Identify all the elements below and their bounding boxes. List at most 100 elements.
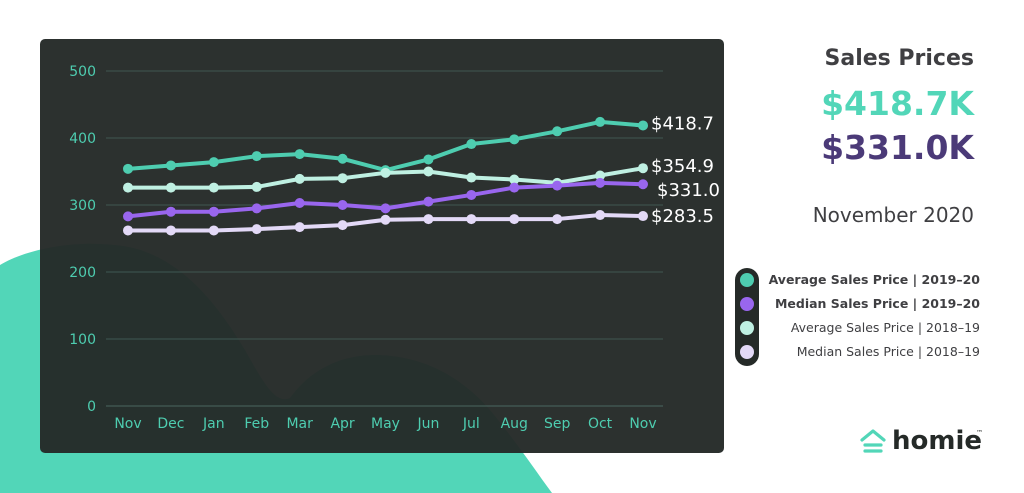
data-point — [165, 182, 176, 193]
x-tick-label: Jan — [202, 416, 225, 432]
average-price-value: $418.7K — [821, 84, 974, 123]
data-point — [337, 173, 348, 184]
y-tick-label: 100 — [69, 332, 96, 348]
end-labels: $418.7 $354.9 $331.0 $283.5 — [651, 113, 720, 227]
legend-label: Median Sales Price | 2019–20 — [774, 296, 980, 311]
data-point — [337, 220, 348, 231]
chart-panel — [40, 39, 724, 453]
data-point — [123, 163, 133, 174]
y-tick-label: 400 — [69, 131, 96, 147]
series-2 — [123, 177, 648, 222]
y-axis-ticks: 0 100 200 300 400 500 — [69, 64, 96, 415]
data-point — [165, 225, 176, 236]
data-point — [380, 214, 391, 225]
x-tick-label: Oct — [588, 416, 613, 432]
series-3 — [123, 210, 648, 236]
house-icon — [860, 429, 886, 453]
data-point — [552, 214, 563, 225]
series-end-label: $354.9 — [651, 156, 714, 177]
data-point — [380, 167, 391, 178]
x-tick-label: Aug — [501, 416, 528, 432]
series-end-label: $283.5 — [651, 206, 714, 227]
x-tick-label: Sep — [544, 416, 571, 432]
legend-item-median-2018-19: Median Sales Price | 2018–19 — [735, 340, 980, 364]
data-point — [466, 172, 477, 183]
data-point — [165, 160, 176, 171]
data-point — [423, 166, 434, 177]
data-point — [251, 224, 262, 235]
data-point — [294, 222, 305, 233]
data-point — [294, 173, 305, 184]
data-point — [380, 203, 391, 214]
series-lines — [123, 116, 648, 236]
data-point — [123, 182, 133, 193]
summary-panel: Sales Prices $418.7K $331.0K November 20… — [730, 0, 1024, 493]
data-point — [509, 214, 520, 225]
data-point — [595, 116, 606, 127]
legend-item-median-2019-20: Median Sales Price | 2019–20 — [735, 292, 980, 316]
gridlines — [106, 70, 663, 407]
data-point — [337, 200, 348, 210]
data-point — [466, 214, 477, 225]
data-point — [638, 179, 648, 190]
trademark: ™ — [976, 429, 983, 437]
x-tick-label: Nov — [629, 416, 656, 432]
chart-title: Sales Prices — [824, 46, 974, 71]
legend-dot — [740, 297, 754, 311]
x-tick-label: Feb — [244, 416, 269, 432]
x-tick-label: Jun — [416, 416, 439, 432]
data-point — [552, 180, 563, 191]
data-point — [165, 206, 176, 217]
data-point — [423, 196, 434, 207]
series-end-label: $331.0 — [657, 180, 720, 201]
data-point — [208, 206, 219, 217]
data-point — [251, 181, 262, 192]
data-point — [466, 189, 477, 200]
data-point — [208, 182, 219, 193]
x-tick-label: Mar — [286, 416, 313, 432]
legend-label: Average Sales Price | 2019–20 — [768, 272, 980, 287]
series-line — [126, 119, 645, 173]
x-axis-ticks: Nov Dec Jan Feb Mar Apr May Jun Jul Aug Sep Oct Nov — [114, 416, 656, 432]
data-point — [638, 211, 648, 222]
data-point — [509, 174, 520, 185]
x-tick-label: May — [371, 416, 400, 432]
data-point — [337, 153, 348, 164]
data-point — [294, 197, 305, 208]
homie-logo: homie ™ — [860, 424, 990, 464]
data-point — [208, 157, 219, 168]
y-tick-label: 200 — [69, 265, 96, 281]
x-tick-label: Nov — [114, 416, 141, 432]
legend-dot — [740, 273, 754, 287]
x-tick-label: Apr — [330, 416, 354, 432]
legend-dot — [740, 345, 754, 359]
legend-item-avg-2018-19: Average Sales Price | 2018–19 — [735, 316, 980, 340]
legend-label: Average Sales Price | 2018–19 — [790, 320, 980, 335]
data-point — [251, 203, 262, 214]
data-point — [251, 151, 262, 162]
y-tick-label: 500 — [69, 64, 96, 80]
data-point — [294, 149, 305, 160]
series-end-label: $418.7 — [651, 113, 714, 134]
data-point — [423, 214, 434, 225]
legend-label: Median Sales Price | 2018–19 — [796, 344, 980, 359]
data-point — [208, 225, 219, 236]
series-0 — [123, 116, 648, 176]
data-point — [638, 120, 648, 131]
y-tick-label: 0 — [87, 399, 96, 415]
x-tick-label: Dec — [157, 416, 184, 432]
data-point — [595, 177, 606, 188]
legend-item-avg-2019-20: Average Sales Price | 2019–20 — [735, 268, 980, 292]
data-point — [123, 211, 133, 222]
x-tick-label: Jul — [462, 416, 480, 432]
data-point — [123, 225, 133, 236]
data-point — [552, 126, 563, 137]
data-point — [595, 170, 606, 181]
data-point — [509, 134, 520, 145]
legend: Average Sales Price | 2019–20 Median Sal… — [735, 268, 980, 366]
data-point — [423, 154, 434, 165]
brand-name: homie — [892, 426, 983, 456]
period-label: November 2020 — [812, 203, 974, 227]
data-point — [595, 210, 606, 221]
